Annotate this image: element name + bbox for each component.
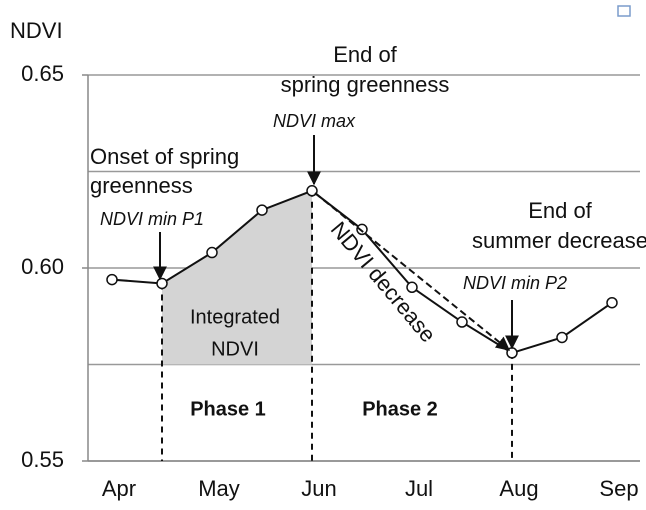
integrated-area <box>162 190 312 365</box>
x-tick-label: Aug <box>499 476 538 501</box>
annotation: NDVI min P1 <box>100 209 204 229</box>
x-tick-label: Apr <box>102 476 136 501</box>
annotation: spring greenness <box>281 72 450 97</box>
x-tick-label: Sep <box>599 476 638 501</box>
x-tick-label: Jul <box>405 476 433 501</box>
y-axis-label: NDVI <box>10 18 63 43</box>
annotation: NDVI min P2 <box>463 273 567 293</box>
ndvi-point <box>156 277 168 290</box>
y-tick-label: 0.55 <box>21 447 64 472</box>
decrease-arrow <box>314 192 511 351</box>
annotation: Onset of spring <box>90 144 239 169</box>
y-tick-label: 0.60 <box>21 254 64 279</box>
y-tick-label: 0.65 <box>21 61 64 86</box>
annotation: Integrated <box>190 306 280 328</box>
annotation: End of <box>528 198 592 223</box>
ndvi-point <box>256 204 268 216</box>
annotation: NDVI decrease <box>326 217 441 347</box>
ndvi-point <box>606 296 618 309</box>
x-tick-label: May <box>198 476 240 501</box>
ndvi-point <box>406 281 418 294</box>
annotation: NDVI <box>211 338 259 360</box>
ndvi-point <box>106 273 118 286</box>
annotation: End of <box>333 42 397 67</box>
ndvi-point <box>356 223 368 236</box>
ndvi-point <box>306 185 318 197</box>
annotation: greenness <box>90 173 193 198</box>
annotation: Phase 1 <box>190 398 266 420</box>
ndvi-point <box>456 316 468 328</box>
ndvi-point <box>556 331 568 344</box>
annotation: summer decrease <box>472 228 646 253</box>
annotation: Phase 2 <box>362 398 438 420</box>
x-tick-label: Jun <box>301 476 336 501</box>
annotation: NDVI max <box>273 111 356 131</box>
corner-icon <box>617 5 631 17</box>
ndvi-point <box>206 246 218 259</box>
